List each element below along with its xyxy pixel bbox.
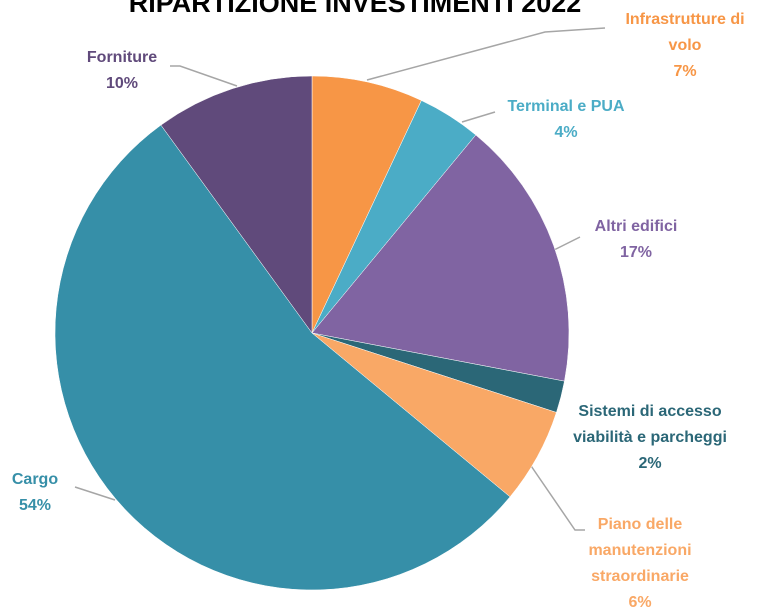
value-label: 17% bbox=[619, 244, 653, 261]
slice-label: Infrastrutture di volo 7% bbox=[610, 7, 760, 85]
chart-title: RIPARTIZIONE INVESTIMENTI 2022 bbox=[129, 0, 582, 18]
slice-label: Piano delle manutenzioni straordinarie 6% bbox=[578, 512, 703, 614]
category-label: Forniture bbox=[86, 49, 158, 66]
leader-line bbox=[366, 27, 606, 81]
value-label: 4% bbox=[554, 124, 578, 141]
pie-slice bbox=[311, 134, 570, 382]
slice-label: Sistemi di accesso viabilità e parcheggi… bbox=[566, 399, 734, 477]
category-label: Altri edifici bbox=[594, 218, 678, 235]
category-label: Terminal e PUA bbox=[507, 98, 625, 115]
value-label: 7% bbox=[673, 63, 697, 80]
leader-line bbox=[170, 65, 238, 87]
leader-lines bbox=[74, 27, 606, 531]
leader-line bbox=[526, 459, 585, 531]
slice-label: Terminal e PUA 4% bbox=[486, 94, 646, 146]
category-label: Piano delle manutenzioni straordinarie bbox=[588, 516, 692, 585]
pie-slice bbox=[160, 75, 313, 334]
category-label: Cargo bbox=[11, 471, 59, 488]
category-label: Infrastrutture di volo bbox=[625, 11, 745, 54]
pie-slice bbox=[54, 124, 511, 591]
value-label: 54% bbox=[18, 497, 52, 514]
leader-line bbox=[461, 111, 496, 123]
value-label: 6% bbox=[628, 594, 652, 611]
slice-label: Forniture 10% bbox=[72, 45, 172, 97]
value-label: 2% bbox=[638, 455, 662, 472]
category-label: Sistemi di accesso viabilità e parcheggi bbox=[573, 403, 727, 446]
slice-label: Altri edifici 17% bbox=[566, 214, 706, 266]
leader-line bbox=[74, 486, 116, 501]
pie-slice bbox=[311, 75, 422, 334]
value-label: 10% bbox=[105, 75, 139, 92]
slice-label: Cargo 54% bbox=[5, 467, 65, 519]
